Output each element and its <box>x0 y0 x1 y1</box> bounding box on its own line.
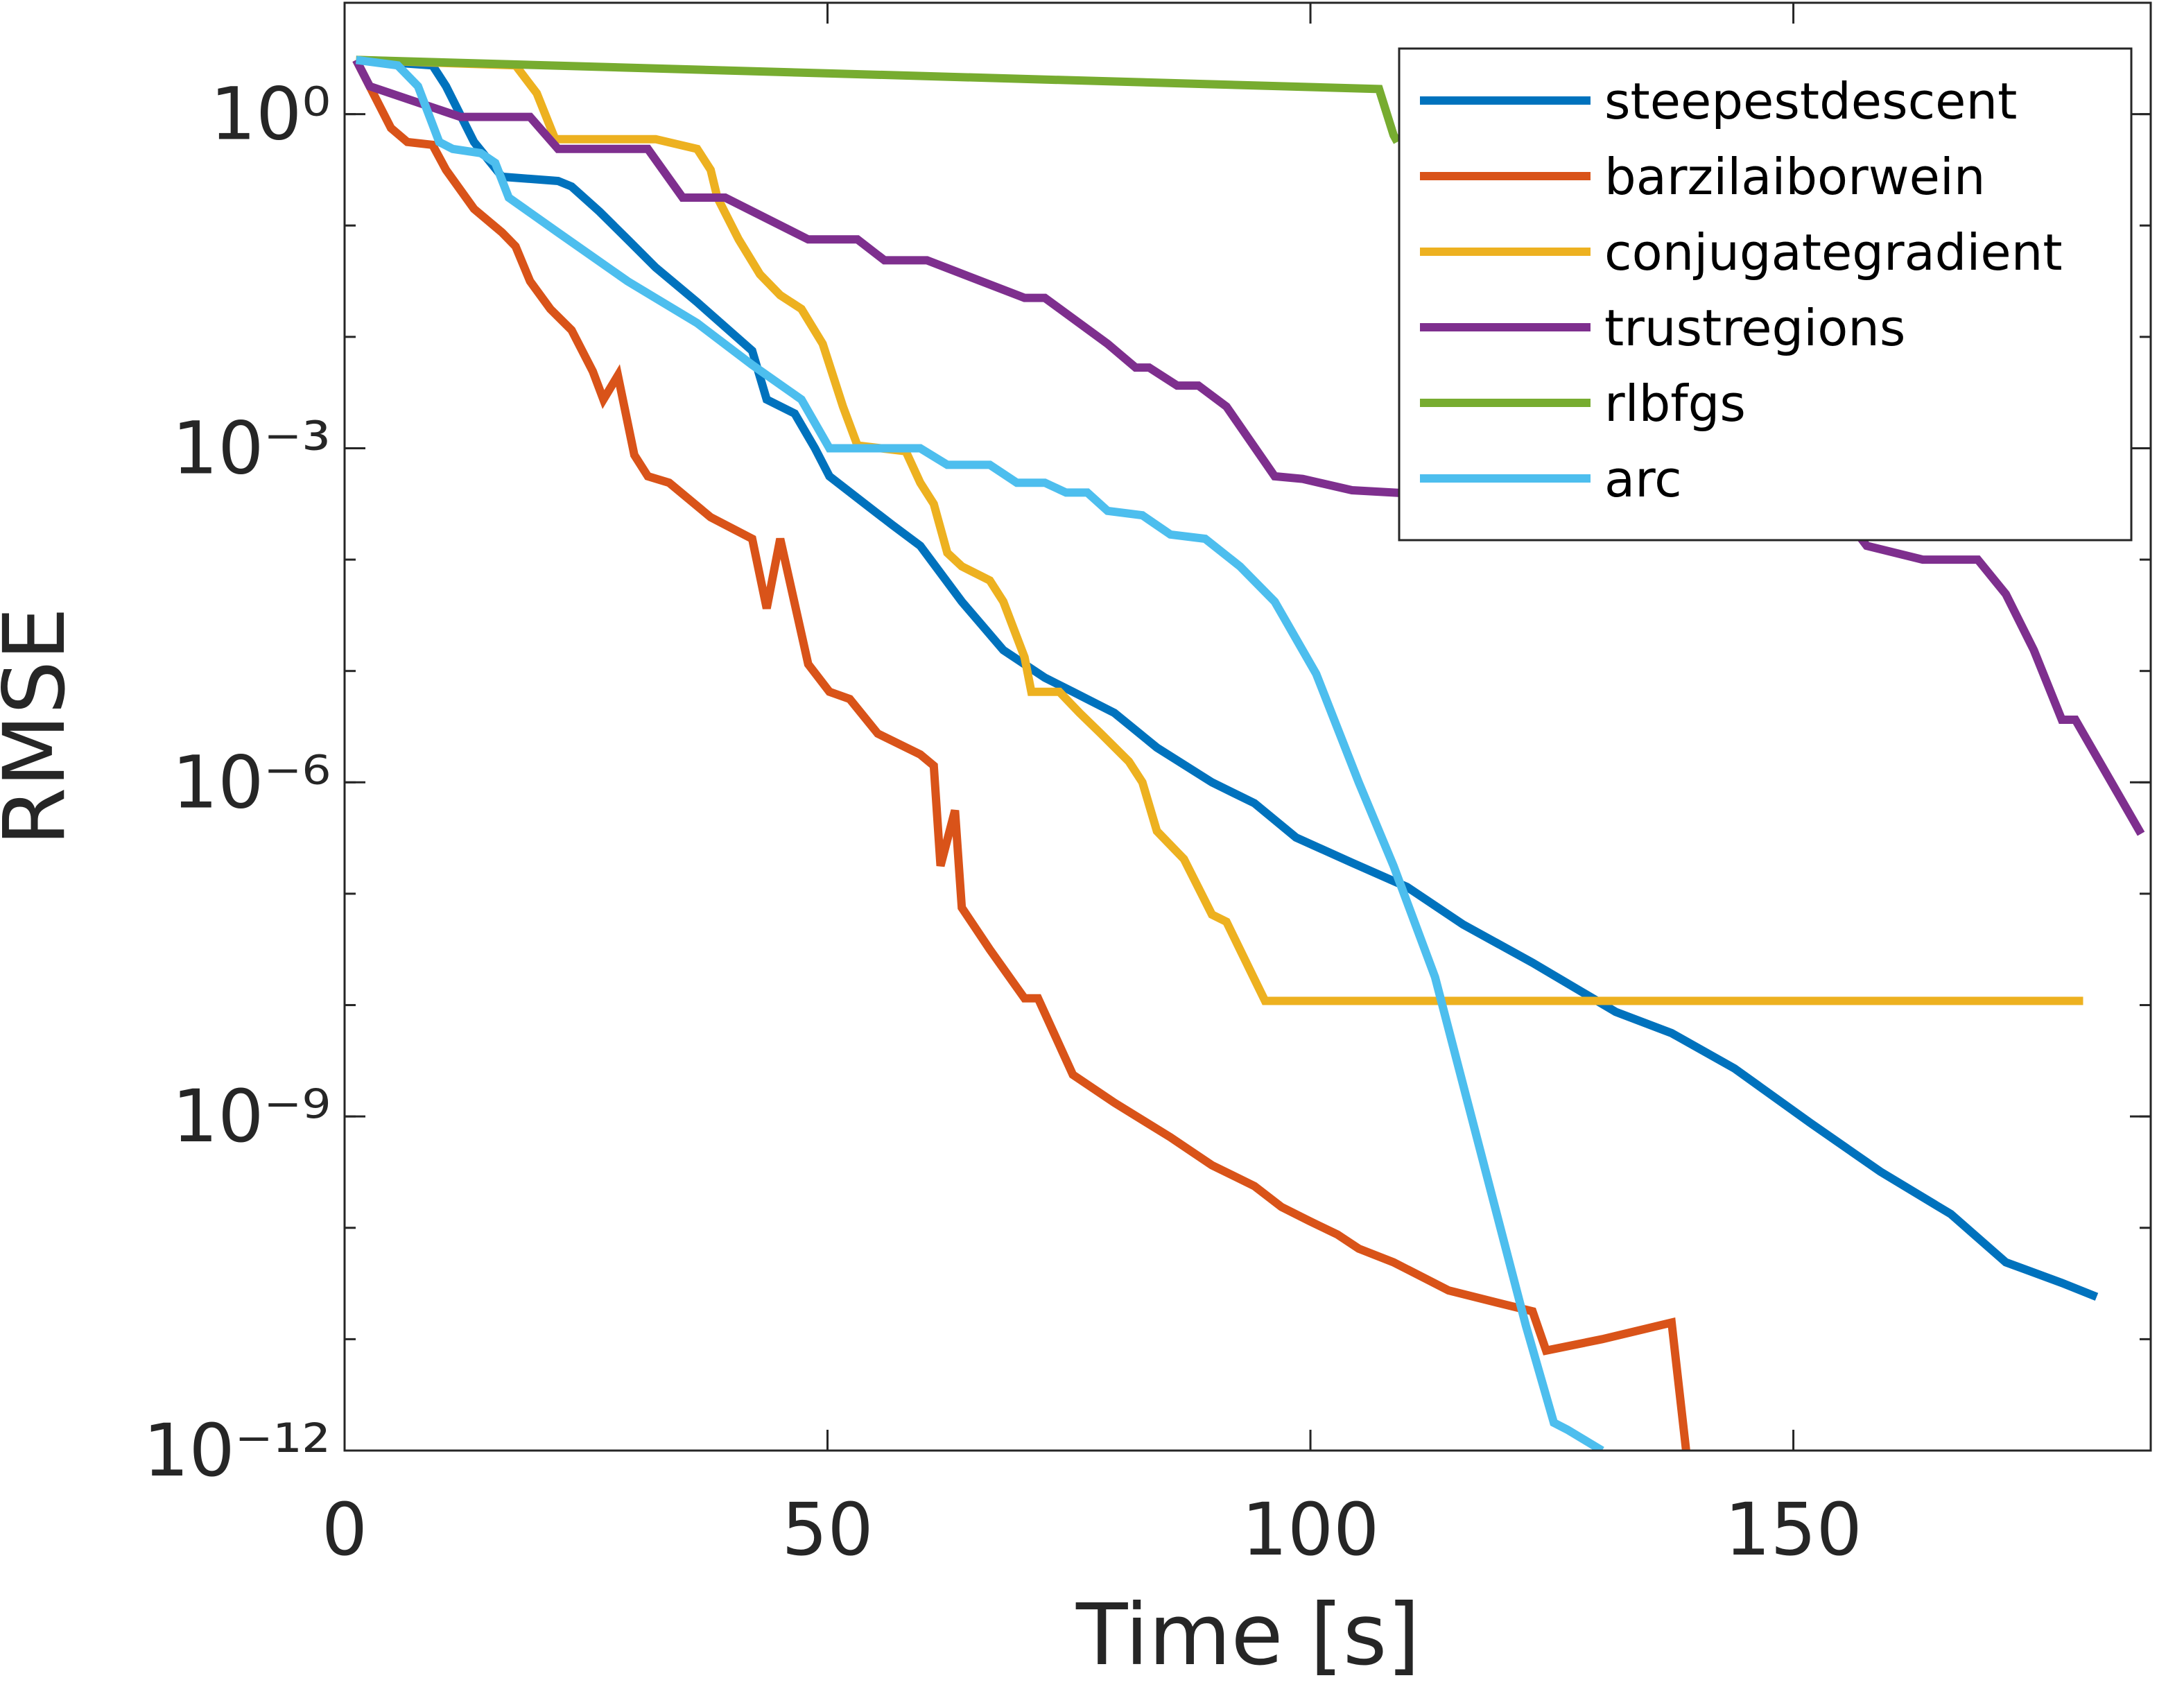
axes-box <box>343 1 2152 1452</box>
series-line <box>356 55 2099 1301</box>
y-tick-label: 10⁰ <box>210 72 331 157</box>
x-tick-label: 0 <box>322 1487 367 1572</box>
legend-label: barzilaiborwein <box>1604 148 1986 206</box>
y-tick-label: 10⁻¹² <box>143 1408 331 1493</box>
y-tick-label: 10⁻⁶ <box>172 740 331 824</box>
y-axis-label: RMSE <box>0 607 84 847</box>
x-tick-label: 100 <box>1242 1487 1380 1572</box>
series-line <box>356 55 1401 144</box>
series-line <box>352 58 2145 836</box>
x-tick-label: 50 <box>781 1487 873 1572</box>
y-tick-label: 10⁻⁹ <box>172 1074 331 1159</box>
legend-label: arc <box>1604 450 1682 508</box>
series-line <box>352 58 1690 1451</box>
legend-label: conjugategradient <box>1604 223 2063 282</box>
x-axis-label: Time [s] <box>1075 1586 1420 1684</box>
plot-lines <box>352 55 2145 1451</box>
series-line <box>356 55 2083 1005</box>
legend-label: rlbfgs <box>1604 374 1746 433</box>
y-tick-label: 10⁻³ <box>172 406 331 490</box>
series-line <box>355 55 1604 1451</box>
legend-label: trustregions <box>1604 299 1905 357</box>
legend-label: steepestdescent <box>1604 72 2017 130</box>
x-tick-label: 150 <box>1724 1487 1862 1572</box>
legend-box <box>1398 47 2133 542</box>
axes: 10⁻¹² 10⁻⁹ 10⁻⁶ 10⁻³ 10⁰ 0 50 100 150 <box>143 1 2152 1572</box>
legend: steepestdescent barzilaiborwein conjugateg… <box>1398 47 2133 542</box>
